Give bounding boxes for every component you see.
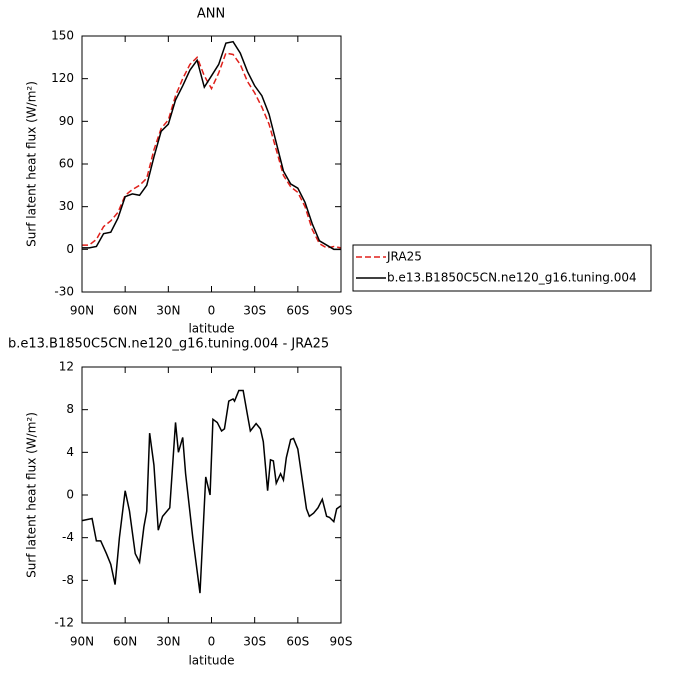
y-tick-label: 12 <box>59 360 74 374</box>
x-tick-label: 90N <box>70 635 94 649</box>
x-tick-label: 0 <box>208 304 216 318</box>
x-tick-label: 0 <box>208 635 216 649</box>
legend-label: b.e13.B1850C5CN.ne120_g16.tuning.004 <box>387 271 637 285</box>
y-tick-label: 0 <box>66 488 74 502</box>
y-tick-label: 120 <box>51 71 74 85</box>
y-axis-label: Surf latent heat flux (W/m²) <box>25 412 39 578</box>
plot-frame <box>81 366 342 624</box>
chart-title: b.e13.B1850C5CN.ne120_g16.tuning.004 - J… <box>8 337 329 352</box>
y-tick-label: -8 <box>62 573 74 587</box>
chart-title: ANN <box>197 7 225 22</box>
y-tick-label: 30 <box>59 199 74 213</box>
x-tick-label: 30N <box>156 304 180 318</box>
y-tick-label: 8 <box>66 402 74 416</box>
y-tick-label: 0 <box>66 242 74 256</box>
x-tick-label: 60S <box>286 635 309 649</box>
x-tick-label: 90N <box>70 304 94 318</box>
x-axis-label: latitude <box>188 322 234 336</box>
x-tick-label: 60N <box>113 304 137 318</box>
y-tick-label: 60 <box>59 157 74 171</box>
y-tick-label: 4 <box>66 445 74 459</box>
y-tick-label: -12 <box>54 616 74 630</box>
x-tick-label: 30N <box>156 635 180 649</box>
data-line <box>81 389 342 594</box>
y-tick-label: -30 <box>54 285 74 299</box>
plot-frame <box>81 35 342 293</box>
x-tick-label: 60N <box>113 635 137 649</box>
x-tick-label: 60S <box>286 304 309 318</box>
x-tick-label: 30S <box>243 304 266 318</box>
x-tick-label: 90S <box>330 304 353 318</box>
y-tick-label: -4 <box>62 530 74 544</box>
x-tick-label: 90S <box>330 635 353 649</box>
legend-label: JRA25 <box>386 250 422 264</box>
y-tick-label: 90 <box>59 114 74 128</box>
data-line <box>82 52 342 249</box>
x-tick-label: 30S <box>243 635 266 649</box>
x-axis-label: latitude <box>188 654 234 668</box>
legend-box <box>352 244 652 292</box>
data-line <box>82 40 341 251</box>
y-axis-label: Surf latent heat flux (W/m²) <box>25 81 39 247</box>
y-tick-label: 150 <box>51 29 74 43</box>
